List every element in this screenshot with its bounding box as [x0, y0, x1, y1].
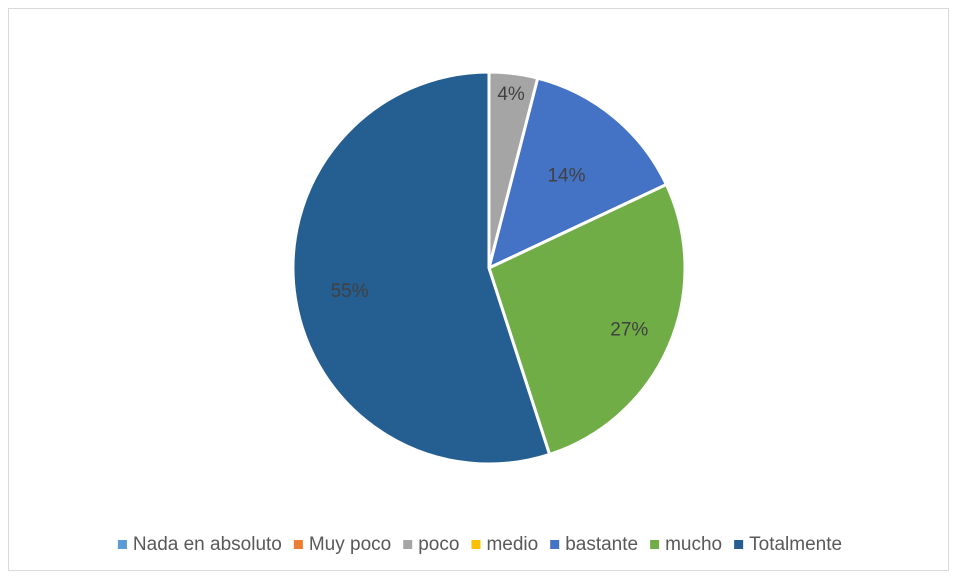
slice-mucho: [487, 182, 687, 457]
legend-item-poco: poco: [403, 534, 459, 555]
data-labels: 4% 14% 27% 55%: [331, 84, 649, 341]
legend-item-mucho: mucho: [650, 534, 722, 555]
legend-label-bastante: bastante: [565, 534, 638, 555]
legend-item-medio: medio: [471, 534, 538, 555]
legend-swatch-medio: [471, 540, 481, 549]
legend-swatch-nada-en-absoluto: [117, 540, 127, 549]
legend-item-muy-poco: Muy poco: [293, 534, 391, 555]
legend: Nada en absoluto Muy poco poco medio bastant…: [117, 534, 842, 555]
data-label-bastante: 14%: [547, 165, 585, 186]
legend-swatch-poco: [403, 540, 413, 549]
pie-slices: [291, 70, 687, 466]
legend-label-totalmente: Totalmente: [749, 534, 842, 555]
legend-item-nada-en-absoluto: Nada en absoluto: [117, 534, 282, 555]
legend-label-medio: medio: [486, 534, 538, 555]
data-label-mucho: 27%: [610, 320, 648, 341]
legend-item-bastante: bastante: [550, 534, 638, 555]
legend-swatch-mucho: [650, 540, 660, 549]
data-label-totalmente: 55%: [331, 281, 369, 302]
legend-label-muy-poco: Muy poco: [309, 534, 391, 555]
legend-label-poco: poco: [418, 534, 459, 555]
legend-swatch-muy-poco: [293, 540, 303, 549]
legend-swatch-bastante: [550, 540, 560, 549]
slice-totalmente: [291, 70, 552, 466]
data-label-poco: 4%: [497, 84, 525, 105]
legend-label-nada-en-absoluto: Nada en absoluto: [133, 534, 282, 555]
legend-label-mucho: mucho: [665, 534, 722, 555]
legend-swatch-totalmente: [734, 540, 744, 549]
slice-bastante: [486, 76, 669, 271]
legend-item-totalmente: Totalmente: [734, 534, 842, 555]
